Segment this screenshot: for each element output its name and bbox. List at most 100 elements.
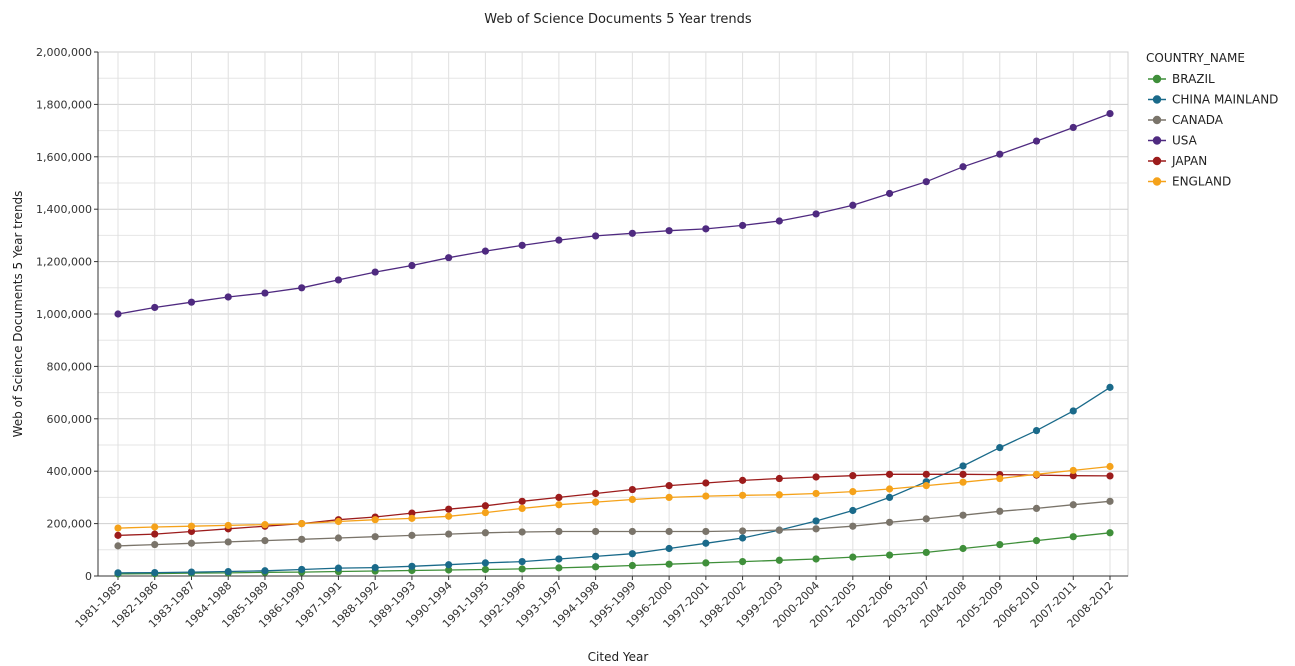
data-point-china-mainland[interactable] — [849, 506, 857, 515]
data-point-china-mainland[interactable] — [445, 561, 453, 569]
data-point-usa[interactable] — [959, 163, 967, 171]
data-point-canada[interactable] — [151, 540, 159, 549]
data-point-brazil[interactable] — [996, 540, 1004, 549]
data-point-brazil[interactable] — [1032, 537, 1041, 545]
data-point-brazil[interactable] — [1069, 533, 1077, 541]
data-point-canada[interactable] — [665, 527, 673, 536]
data-point-canada[interactable] — [334, 534, 343, 542]
data-point-england[interactable] — [775, 491, 783, 499]
data-point-japan[interactable] — [812, 473, 820, 481]
data-point-brazil[interactable] — [445, 566, 453, 574]
data-point-china-mainland[interactable] — [224, 567, 232, 576]
data-point-china-mainland[interactable] — [1069, 407, 1077, 415]
data-point-canada[interactable] — [996, 507, 1004, 515]
data-point-canada[interactable] — [849, 522, 857, 530]
data-point-england[interactable] — [261, 521, 269, 529]
data-point-japan[interactable] — [628, 485, 636, 494]
data-point-brazil[interactable] — [518, 565, 526, 573]
data-point-canada[interactable] — [628, 527, 636, 536]
data-point-canada[interactable] — [445, 530, 453, 538]
legend-item-england[interactable]: ENGLAND — [1148, 175, 1231, 189]
data-point-england[interactable] — [1032, 470, 1041, 478]
data-point-england[interactable] — [298, 520, 306, 528]
data-point-china-mainland[interactable] — [371, 564, 379, 572]
data-point-japan[interactable] — [849, 472, 857, 480]
data-point-japan[interactable] — [481, 502, 490, 510]
data-point-brazil[interactable] — [959, 544, 967, 553]
data-point-china-mainland[interactable] — [518, 557, 526, 566]
data-point-china-mainland[interactable] — [628, 550, 636, 558]
data-point-brazil[interactable] — [885, 551, 894, 559]
data-point-china-mainland[interactable] — [151, 568, 159, 577]
data-point-usa[interactable] — [261, 289, 269, 297]
data-point-usa[interactable] — [151, 303, 159, 312]
data-point-canada[interactable] — [885, 518, 894, 526]
data-point-china-mainland[interactable] — [885, 493, 894, 501]
data-point-usa[interactable] — [922, 178, 930, 186]
data-point-canada[interactable] — [518, 528, 526, 536]
data-point-brazil[interactable] — [922, 548, 930, 557]
data-point-brazil[interactable] — [702, 559, 710, 567]
data-point-canada[interactable] — [1069, 501, 1077, 509]
data-point-china-mainland[interactable] — [1032, 426, 1041, 435]
data-point-usa[interactable] — [298, 284, 306, 292]
data-point-brazil[interactable] — [812, 555, 820, 563]
legend-item-brazil[interactable]: BRAZIL — [1148, 72, 1215, 86]
data-point-canada[interactable] — [187, 539, 196, 547]
data-point-japan[interactable] — [1069, 472, 1077, 480]
legend-item-canada[interactable]: CANADA — [1148, 113, 1224, 127]
data-point-china-mainland[interactable] — [1106, 383, 1114, 391]
data-point-canada[interactable] — [408, 531, 416, 539]
legend-item-usa[interactable]: USA — [1148, 134, 1198, 148]
data-point-england[interactable] — [812, 489, 820, 498]
data-point-canada[interactable] — [775, 526, 783, 534]
data-point-usa[interactable] — [665, 227, 673, 235]
data-point-usa[interactable] — [555, 236, 563, 244]
data-point-japan[interactable] — [518, 497, 526, 505]
data-point-china-mainland[interactable] — [114, 569, 122, 577]
data-point-china-mainland[interactable] — [298, 565, 306, 574]
data-point-england[interactable] — [738, 491, 747, 499]
data-point-china-mainland[interactable] — [738, 534, 747, 542]
data-point-canada[interactable] — [959, 511, 967, 519]
data-point-england[interactable] — [334, 517, 343, 526]
data-point-china-mainland[interactable] — [812, 517, 820, 525]
data-point-canada[interactable] — [702, 527, 710, 536]
legend-item-china-mainland[interactable]: CHINA MAINLAND — [1148, 93, 1278, 107]
data-point-china-mainland[interactable] — [555, 555, 563, 563]
data-point-japan[interactable] — [775, 474, 783, 483]
data-point-canada[interactable] — [261, 537, 269, 545]
data-point-england[interactable] — [408, 514, 416, 522]
data-point-canada[interactable] — [555, 527, 563, 536]
data-point-england[interactable] — [114, 524, 122, 532]
data-point-usa[interactable] — [812, 210, 820, 218]
data-point-england[interactable] — [187, 522, 196, 530]
data-point-usa[interactable] — [628, 229, 636, 237]
data-point-usa[interactable] — [1032, 137, 1041, 145]
data-point-canada[interactable] — [812, 525, 820, 533]
data-point-japan[interactable] — [885, 470, 894, 478]
data-point-england[interactable] — [555, 501, 563, 509]
data-point-england[interactable] — [518, 504, 526, 513]
data-point-china-mainland[interactable] — [665, 544, 673, 553]
data-point-brazil[interactable] — [738, 557, 747, 566]
data-point-japan[interactable] — [1106, 472, 1114, 480]
data-point-usa[interactable] — [187, 298, 196, 306]
data-point-usa[interactable] — [371, 268, 379, 276]
data-point-japan[interactable] — [408, 509, 416, 517]
data-point-canada[interactable] — [592, 527, 600, 536]
data-point-japan[interactable] — [738, 476, 747, 484]
data-point-brazil[interactable] — [628, 561, 636, 570]
data-point-canada[interactable] — [114, 542, 122, 550]
data-point-japan[interactable] — [665, 482, 673, 490]
data-point-japan[interactable] — [702, 479, 710, 487]
data-point-england[interactable] — [959, 478, 967, 486]
data-point-england[interactable] — [151, 523, 159, 531]
data-point-usa[interactable] — [775, 217, 783, 225]
data-point-china-mainland[interactable] — [702, 539, 710, 547]
data-point-usa[interactable] — [702, 225, 710, 233]
data-point-usa[interactable] — [408, 261, 416, 270]
data-point-canada[interactable] — [224, 538, 232, 546]
data-point-canada[interactable] — [481, 529, 490, 537]
data-point-usa[interactable] — [592, 232, 600, 240]
